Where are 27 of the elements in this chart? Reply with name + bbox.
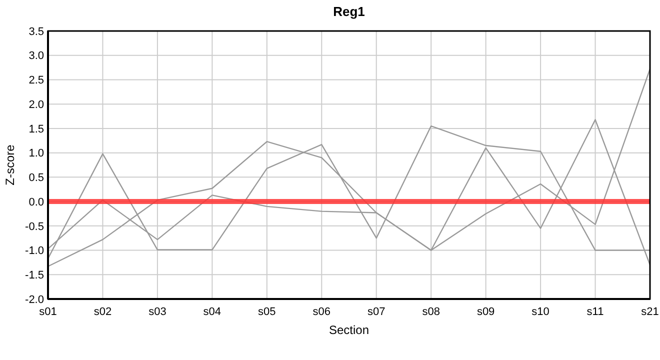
y-axis-title: Z-score: [3, 144, 17, 186]
y-tick-label: -1.5: [25, 269, 44, 282]
chart-title: Reg1: [333, 4, 365, 19]
y-tick-label: -0.5: [25, 220, 44, 233]
y-tick-label: 3.5: [28, 26, 44, 38]
y-tick-label: -2.0: [25, 294, 44, 306]
x-tick-label: s07: [367, 306, 386, 318]
y-tick-label: 2.0: [28, 98, 44, 111]
x-tick-label: s03: [148, 306, 166, 318]
x-tick-label: s10: [532, 306, 550, 318]
x-tick-label: s02: [94, 306, 112, 318]
x-tick-label: s04: [203, 306, 222, 318]
y-tick-label: -1.0: [25, 245, 44, 258]
x-tick-label: s06: [312, 306, 331, 318]
y-tick-label: 1.0: [28, 148, 44, 160]
y-tick-label: 3.0: [28, 50, 44, 62]
x-tick-label: s01: [39, 306, 57, 318]
x-tick-label: s21: [641, 306, 659, 318]
x-tick-label: s08: [422, 306, 440, 318]
y-tick-label: 0.5: [28, 172, 44, 184]
y-tick-label: 2.5: [28, 74, 44, 87]
y-tick-label: 1.5: [28, 123, 44, 136]
y-tick-label: 0.0: [28, 196, 44, 208]
x-tick-label: s11: [586, 306, 604, 318]
x-tick-label: s09: [476, 306, 495, 318]
x-axis-title: Section: [328, 323, 370, 337]
x-tick-label: s05: [258, 306, 276, 318]
